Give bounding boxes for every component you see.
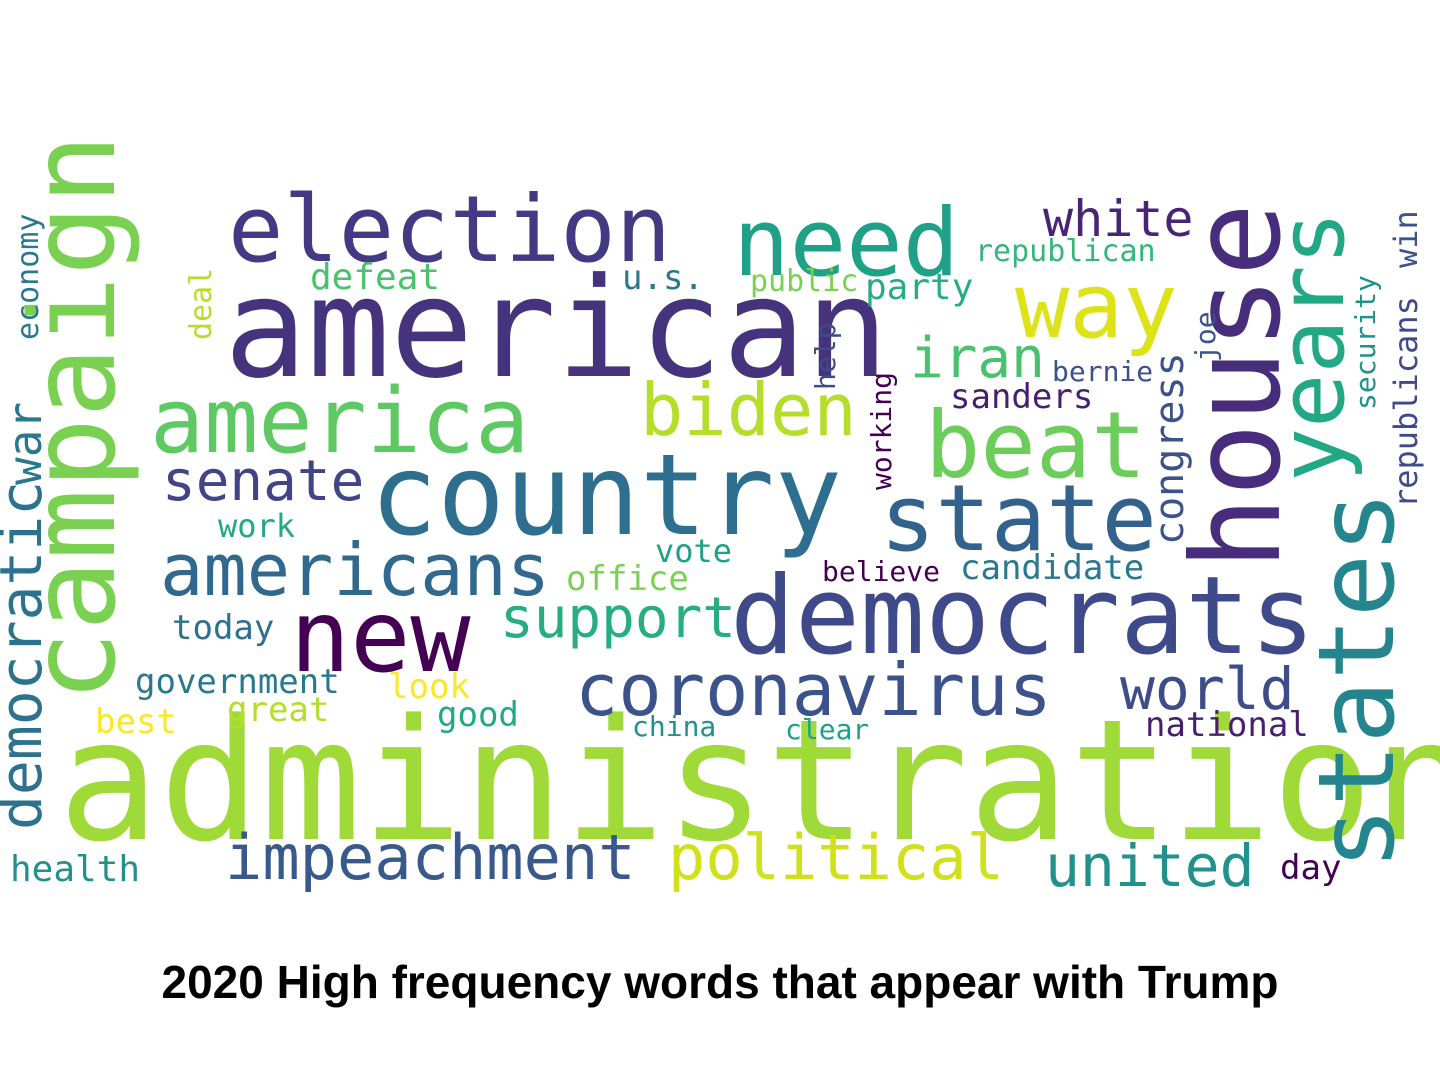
word-need: need — [733, 188, 960, 298]
word-economy: economy — [11, 213, 46, 340]
word-look: look — [388, 667, 470, 708]
word-state: state — [880, 465, 1157, 573]
word-working: working — [865, 371, 898, 490]
word-coronavirus: coronavirus — [575, 647, 1052, 732]
word-iran: iran — [910, 326, 1045, 392]
word-america: america — [150, 368, 530, 474]
word-best: best — [95, 702, 177, 743]
word-day: day — [1280, 848, 1342, 889]
word-win: win — [1387, 210, 1425, 268]
word-sanders: sanders — [950, 377, 1094, 418]
word-bernie: bernie — [1052, 355, 1154, 389]
word-republican: republican — [975, 233, 1156, 269]
word-vote: vote — [655, 532, 733, 571]
word-world: world — [1120, 654, 1295, 723]
word-democratic: democratic — [0, 480, 55, 830]
word-country: country — [370, 430, 843, 561]
word-american: american — [224, 248, 889, 410]
word-democrats: democrats — [730, 553, 1316, 679]
word-candidate: candidate — [960, 548, 1145, 589]
word-government: government — [135, 662, 340, 703]
word-security: security — [1349, 275, 1382, 410]
word-support: support — [500, 586, 737, 652]
word-joe: joe — [1189, 311, 1222, 362]
word-election: election — [228, 176, 672, 284]
word-china: china — [632, 710, 717, 744]
word-clear: clear — [785, 713, 870, 747]
word-health: health — [10, 848, 141, 890]
word-party: party — [865, 266, 974, 308]
word-good: good — [437, 695, 519, 736]
word-biden: biden — [640, 367, 857, 452]
word-americans: americans — [160, 527, 551, 612]
word-public: public — [750, 263, 859, 299]
word-work: work — [218, 507, 296, 546]
word-new: new — [290, 578, 471, 695]
word-war: war — [0, 401, 52, 485]
word-united: united — [1045, 831, 1255, 900]
word-national: national — [1145, 705, 1309, 746]
word-white: white — [1043, 190, 1194, 248]
word-senate: senate — [162, 449, 365, 515]
word-republicans: republicans — [1387, 296, 1425, 508]
caption: 2020 High frequency words that appear wi… — [161, 956, 1279, 1008]
word-u-s: u.s. — [622, 258, 704, 299]
word-help: help — [809, 322, 842, 390]
word-years: years — [1260, 211, 1365, 482]
word-political: political — [668, 820, 1004, 894]
word-way: way — [1015, 253, 1178, 359]
word-impeachment: impeachment — [225, 820, 636, 894]
word-today: today — [172, 608, 275, 649]
word-administration: administration — [58, 682, 1440, 879]
word-states: states — [1296, 490, 1418, 870]
word-believe: believe — [822, 555, 941, 589]
word-congress: congress — [1147, 352, 1193, 545]
word-office: office — [566, 559, 689, 600]
word-great: great — [227, 690, 330, 731]
word-beat: beat — [925, 392, 1147, 500]
word-deal: deal — [184, 267, 219, 340]
word-defeat: defeat — [310, 256, 441, 298]
